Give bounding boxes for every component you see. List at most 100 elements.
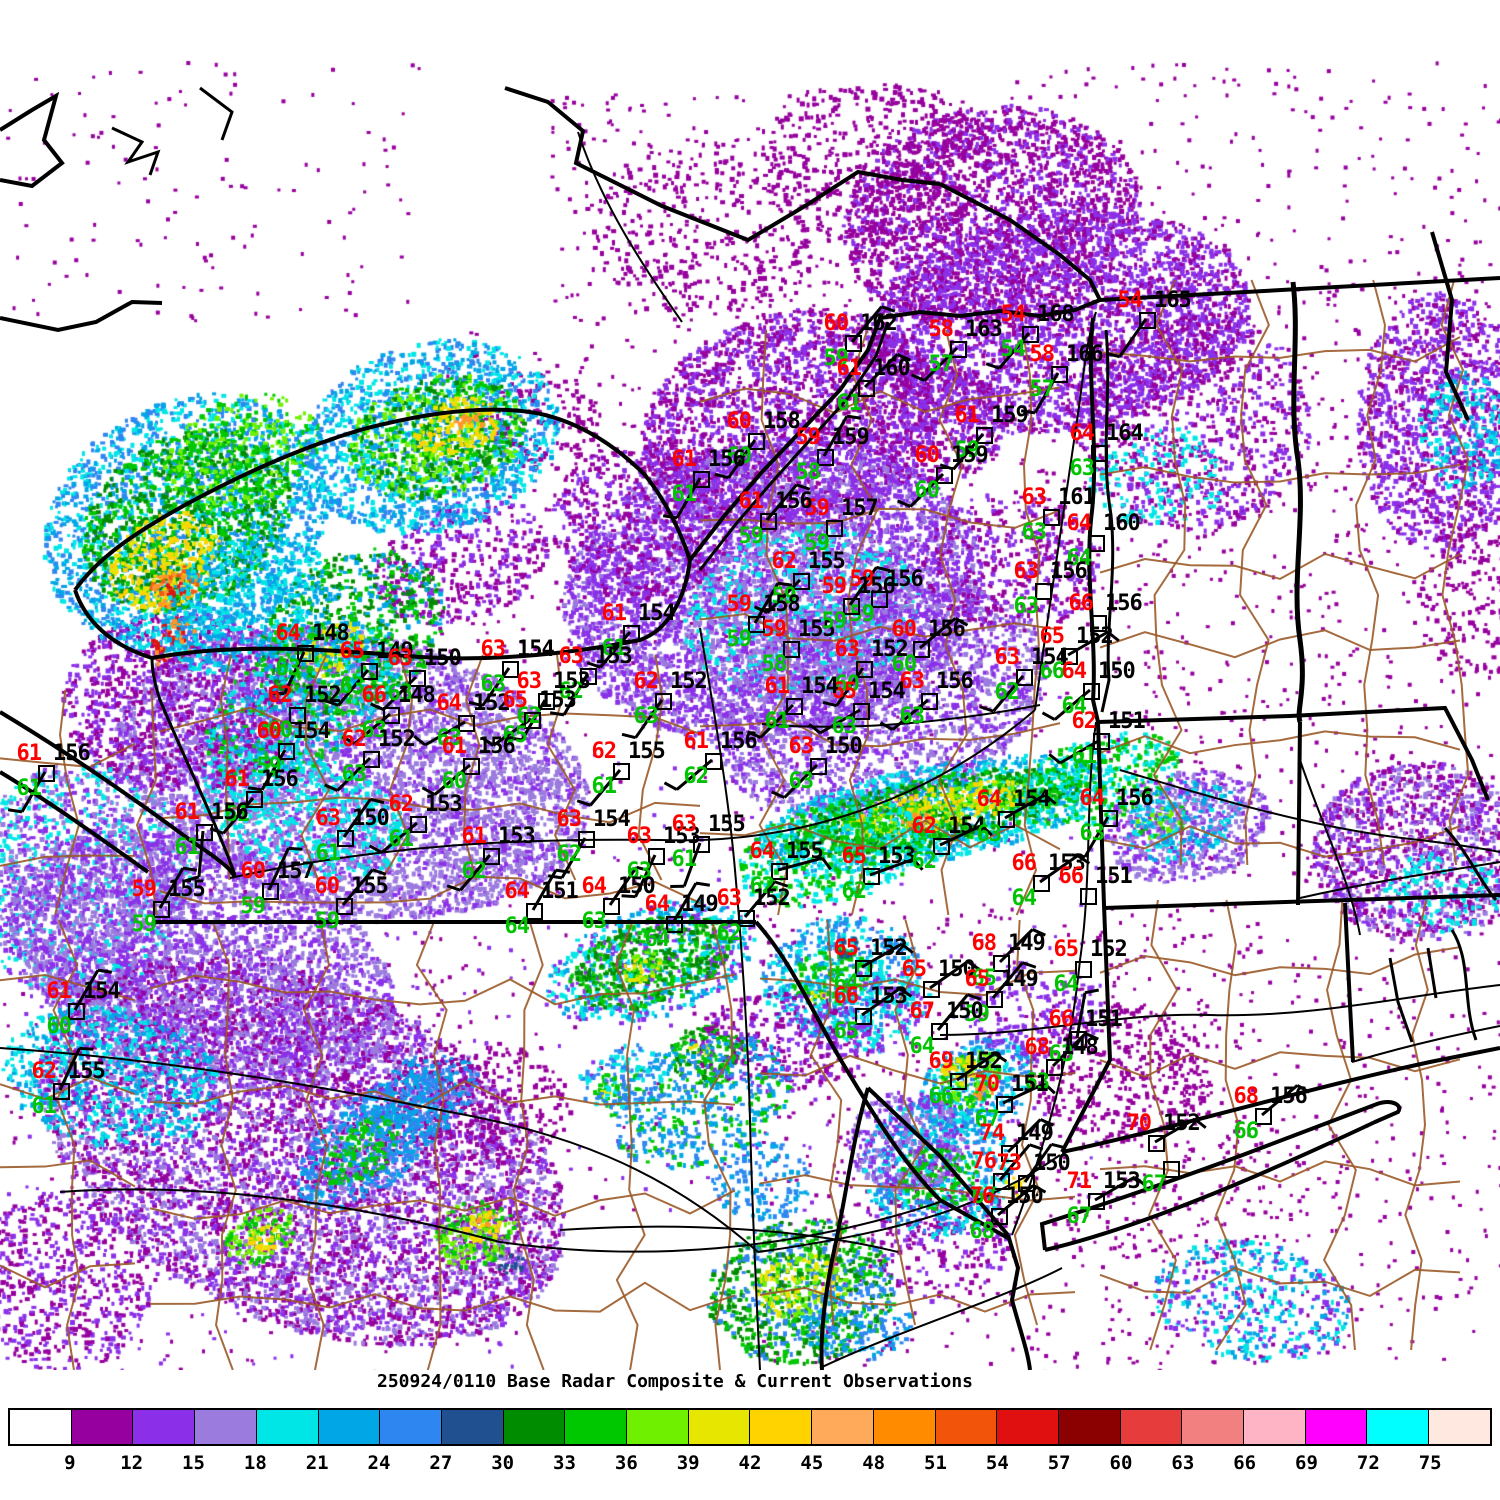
station-dewpoint: 63 (831, 714, 858, 739)
station-dewpoint: 62 (841, 879, 868, 904)
station-temperature: 74 (979, 1121, 1006, 1146)
station-pressure: 148 (1061, 1035, 1099, 1060)
station-temperature: 60 (256, 719, 283, 744)
station-square (1090, 615, 1107, 632)
station-square (991, 1208, 1008, 1225)
station-temperature: 68 (1024, 1035, 1051, 1060)
station-dewpoint: 63 (436, 726, 463, 751)
station-square (603, 898, 620, 915)
station-pressure: 158 (763, 592, 801, 617)
station-square (843, 598, 860, 615)
station-square (856, 661, 873, 678)
station-temperature: 62 (267, 683, 294, 708)
station-square (1093, 733, 1110, 750)
station-dewpoint: 60 (834, 672, 861, 697)
colorbar-label: 21 (305, 1452, 329, 1474)
station-temperature: 68 (971, 931, 998, 956)
colorbar-swatch (687, 1410, 750, 1444)
station-temperature: 71 (1066, 1169, 1093, 1194)
station-temperature: 63 (315, 806, 342, 831)
station-square (383, 707, 400, 724)
station-temperature: 62 (771, 549, 798, 574)
station-pressure: 154 (293, 719, 331, 744)
lake-ontario-west-cap (73, 589, 153, 660)
station-temperature: 65 (339, 639, 366, 664)
station-pressure: 152 (753, 886, 791, 911)
station-square (1033, 875, 1050, 892)
station-pressure: 155 (708, 812, 746, 837)
station-square (38, 765, 55, 782)
colorbar-swatch (255, 1410, 318, 1444)
colorbar-swatch (1304, 1410, 1367, 1444)
station-dewpoint: 63 (275, 656, 302, 681)
station-dewpoint: 63 (1069, 456, 1096, 481)
colorbar-label: 72 (1356, 1452, 1380, 1474)
station-temperature: 61 (671, 447, 698, 472)
station-temperature: 63 (716, 886, 743, 911)
station-temperature: 67 (909, 999, 936, 1024)
station-pressure: 152 (871, 637, 909, 662)
station-dewpoint: 65 (833, 1019, 860, 1044)
station-pressure: 154 (638, 601, 676, 626)
colorbar-label: 33 (553, 1452, 576, 1474)
station-dewpoint: 63 (341, 762, 368, 787)
station-pressure: 150 (1006, 1184, 1044, 1209)
station-temperature: 61 (46, 979, 73, 1004)
station-temperature: 66 (361, 683, 388, 708)
colorbar-swatch (1428, 1410, 1490, 1444)
station-pressure: 152 (670, 669, 708, 694)
station-pressure: 155 (798, 617, 836, 642)
nh-ct-river-south (1296, 721, 1302, 906)
station-square (613, 763, 630, 780)
station-temperature: 63 (788, 734, 815, 759)
station-dewpoint: 62 (516, 704, 543, 729)
station-temperature: 61 (441, 734, 468, 759)
station-pressure: 156 (211, 800, 249, 825)
station-square (1255, 1108, 1272, 1125)
station-dewpoint: 62 (683, 764, 710, 789)
station-square (760, 513, 777, 530)
colorbar-swatch (1057, 1410, 1120, 1444)
station-square (289, 707, 306, 724)
station-pressure: 152 (1076, 624, 1114, 649)
station-square (1061, 648, 1078, 665)
station-square (855, 1008, 872, 1025)
station-temperature: 64 (749, 839, 776, 864)
station-square (931, 1023, 948, 1040)
station-pressure: 157 (277, 859, 315, 884)
station-temperature: 60 (314, 874, 341, 899)
station-dewpoint: 64 (1061, 694, 1088, 719)
station-pressure: 154 (948, 814, 986, 839)
station-square (246, 791, 263, 808)
station-square (793, 573, 810, 590)
station-temperature: 61 (683, 729, 710, 754)
station-dewpoint: 63 (339, 674, 366, 699)
station-dewpoint: 61 (671, 847, 698, 872)
colorbar-swatch (564, 1410, 627, 1444)
station-square (810, 758, 827, 775)
station-pressure: 150 (946, 999, 984, 1024)
station-temperature: 65 (1039, 624, 1066, 649)
station-dewpoint: 59 (314, 909, 341, 934)
station-temperature: 65 (833, 936, 860, 961)
station-temperature: 69 (928, 1049, 955, 1074)
station-dewpoint: 61 (1071, 744, 1098, 769)
station-temperature: 60 (823, 311, 850, 336)
station-dewpoint: 58 (795, 460, 822, 485)
station-square (996, 1096, 1013, 1113)
station-pressure: 154 (1031, 645, 1069, 670)
station-temperature: 63 (387, 646, 414, 671)
station-pressure: 152 (1163, 1111, 1201, 1136)
station-square (410, 816, 427, 833)
ri-bay-1 (1388, 957, 1414, 1043)
colorbar (8, 1408, 1492, 1446)
station-pressure: 165 (1154, 288, 1192, 313)
station-temperature: 66 (1011, 851, 1038, 876)
station-pressure: 152 (378, 727, 416, 752)
station-square (1016, 669, 1033, 686)
station-temperature: 64 (581, 874, 608, 899)
station-square (580, 668, 597, 685)
colorbar-swatch (626, 1410, 688, 1444)
station-dewpoint: 61 (601, 636, 628, 661)
station-square (363, 751, 380, 768)
